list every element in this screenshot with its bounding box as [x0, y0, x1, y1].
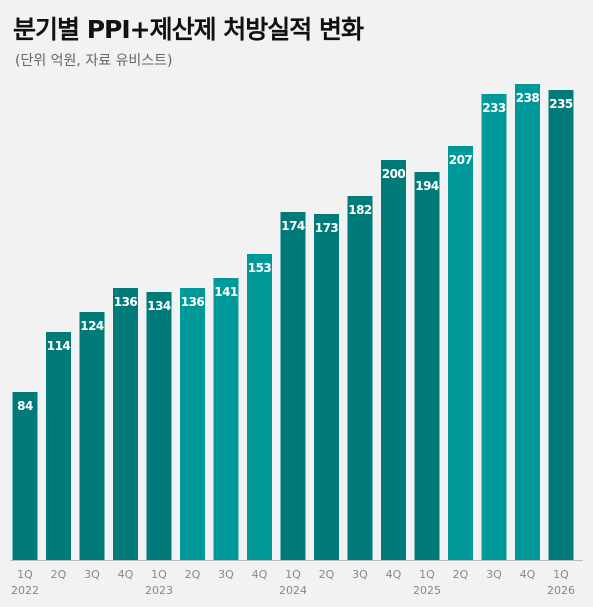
bar-value-label: 114: [47, 339, 71, 353]
bar-8: [247, 254, 272, 560]
bar-17: [548, 90, 574, 560]
bar-value-label: 153: [248, 261, 272, 275]
x-year-label: 2023: [145, 584, 173, 597]
x-tick-label: 4Q: [252, 568, 268, 581]
bar-15: [481, 94, 507, 560]
bar-value-label: 84: [17, 399, 33, 413]
x-tick-label: 3Q: [486, 568, 502, 581]
x-tick-label: 3Q: [352, 568, 368, 581]
bar-value-label: 134: [147, 299, 171, 313]
bar-value-label: 182: [348, 203, 372, 217]
bar-value-label: 235: [549, 97, 573, 111]
x-tick-label: 4Q: [386, 568, 402, 581]
bar-value-label: 194: [415, 179, 439, 193]
bar-4: [113, 288, 138, 560]
x-tick-label: 2Q: [51, 568, 67, 581]
x-tick-label: 2Q: [319, 568, 335, 581]
bar-value-label: 200: [382, 167, 406, 181]
bar-9: [280, 212, 306, 560]
bar-value-label: 136: [181, 295, 205, 309]
bar-value-label: 174: [281, 219, 305, 233]
x-tick-label: 3Q: [218, 568, 234, 581]
x-tick-label: 4Q: [520, 568, 536, 581]
bar-value-label: 173: [315, 221, 339, 235]
x-year-label: 2022: [11, 584, 39, 597]
bar-14: [448, 146, 473, 560]
x-tick-label: 1Q: [553, 568, 569, 581]
bar-value-label: 124: [80, 319, 104, 333]
x-tick-label: 1Q: [419, 568, 435, 581]
x-year-label: 2025: [413, 584, 441, 597]
x-tick-label: 2Q: [453, 568, 469, 581]
bar-11: [347, 196, 373, 560]
bar-value-label: 136: [114, 295, 138, 309]
x-tick-label: 2Q: [185, 568, 201, 581]
bar-1: [12, 392, 38, 560]
bar-13: [414, 172, 440, 560]
x-tick-label: 3Q: [84, 568, 100, 581]
bar-5: [146, 292, 172, 560]
bar-value-label: 238: [516, 91, 540, 105]
bar-6: [180, 288, 205, 560]
x-tick-label: 1Q: [285, 568, 301, 581]
bar-16: [515, 84, 540, 560]
bar-10: [314, 214, 339, 560]
chart-subtitle: (단위 억원, 자료 유비스트): [15, 53, 173, 69]
bar-value-label: 207: [449, 153, 473, 167]
bar-7: [213, 278, 239, 560]
x-year-label: 2024: [279, 584, 307, 597]
bar-value-label: 233: [482, 101, 506, 115]
bar-value-label: 141: [214, 285, 238, 299]
x-tick-label: 4Q: [118, 568, 134, 581]
x-tick-label: 1Q: [151, 568, 167, 581]
chart-title: 분기별 PPI+제산제 처방실적 변화: [13, 15, 364, 44]
x-tick-label: 1Q: [17, 568, 33, 581]
bar-3: [79, 312, 105, 560]
bar-12: [381, 160, 406, 560]
bar-2: [46, 332, 71, 560]
x-year-label: 2026: [547, 584, 575, 597]
